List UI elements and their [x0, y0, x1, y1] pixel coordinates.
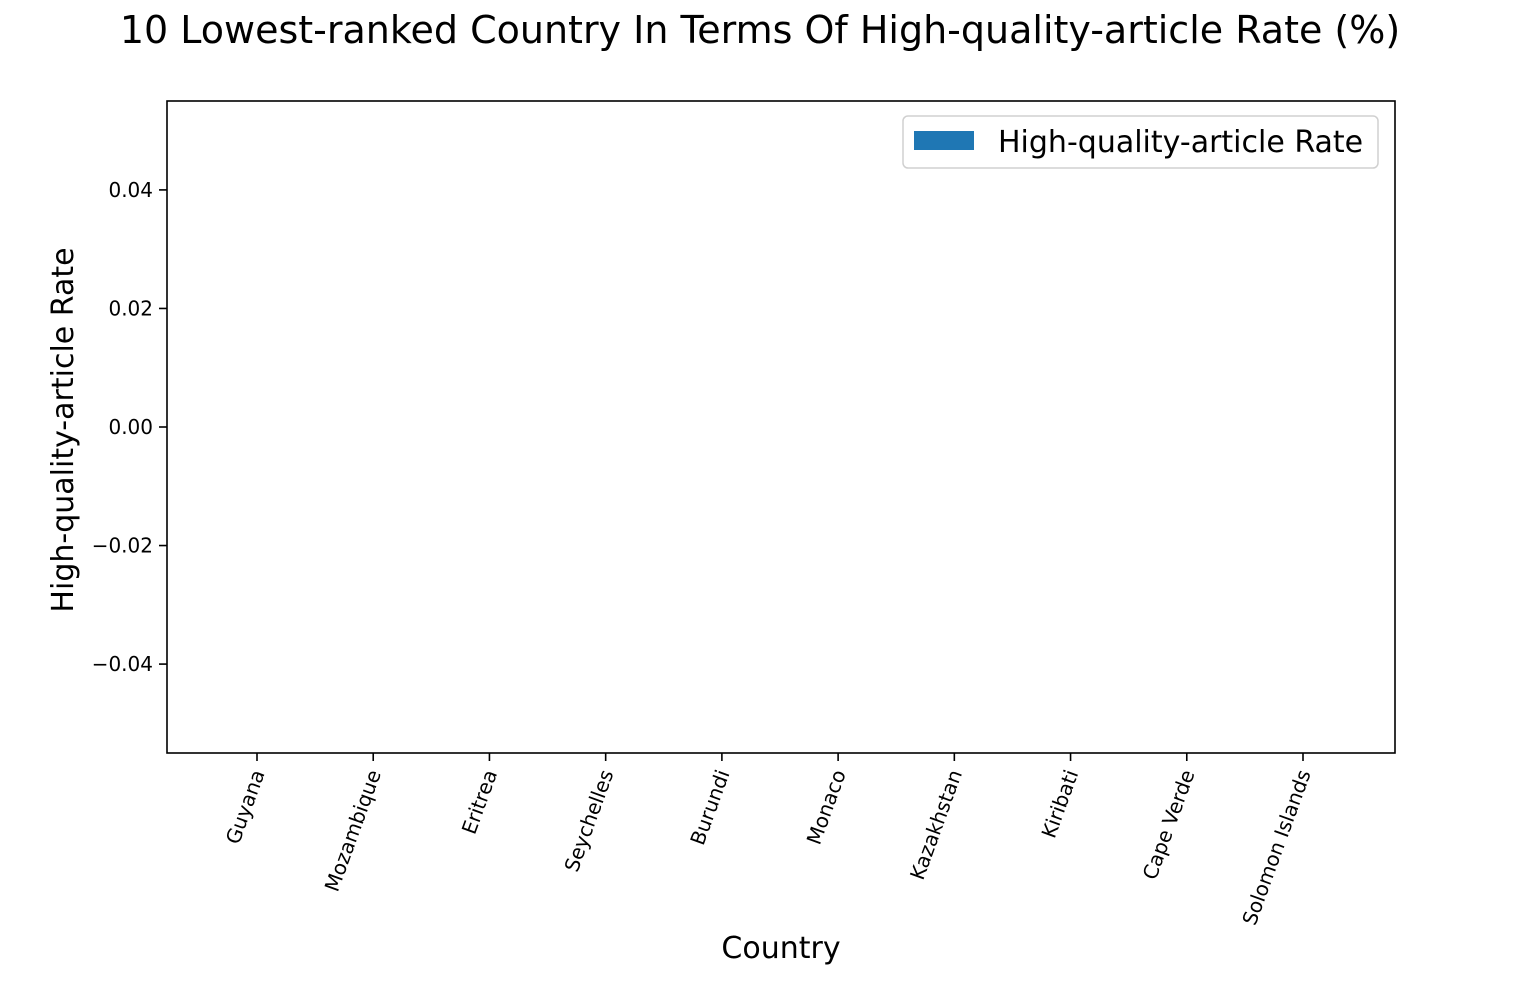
y-tick-label: 0.00 — [108, 415, 153, 439]
y-tick-label: 0.04 — [108, 178, 153, 202]
x-tick-label: Solomon Islands — [1237, 767, 1315, 929]
x-tick-label: Seychelles — [559, 767, 618, 875]
chart-title: 10 Lowest-ranked Country In Terms Of Hig… — [119, 8, 1401, 52]
x-tick-label: Kiribati — [1036, 767, 1083, 842]
y-tick-label: −0.04 — [92, 652, 153, 676]
x-axis-label: Country — [721, 931, 840, 966]
x-tick-label: Kazakhstan — [905, 767, 967, 883]
x-tick-label: Mozambique — [320, 767, 386, 895]
x-tick-label: Monaco — [802, 767, 851, 848]
y-axis-label: High-quality-article Rate — [46, 247, 81, 612]
y-tick-label: 0.02 — [108, 296, 153, 320]
y-axis: 0.04 0.02 0.00 −0.02 −0.04 — [92, 178, 167, 676]
plot-area — [166, 100, 1396, 754]
x-tick-label: Eritrea — [457, 767, 502, 838]
legend-swatch — [914, 131, 974, 150]
x-axis: Guyana Mozambique Eritrea Seychelles Burundi… — [221, 753, 1316, 928]
x-tick-label: Burundi — [685, 767, 734, 849]
y-tick-label: −0.02 — [92, 534, 153, 558]
x-tick-label: Guyana — [221, 767, 270, 848]
legend: High-quality-article Rate — [902, 115, 1379, 169]
legend-box — [902, 115, 1379, 169]
legend-label: High-quality-article Rate — [998, 125, 1363, 160]
x-tick-label: Cape Verde — [1138, 767, 1200, 883]
